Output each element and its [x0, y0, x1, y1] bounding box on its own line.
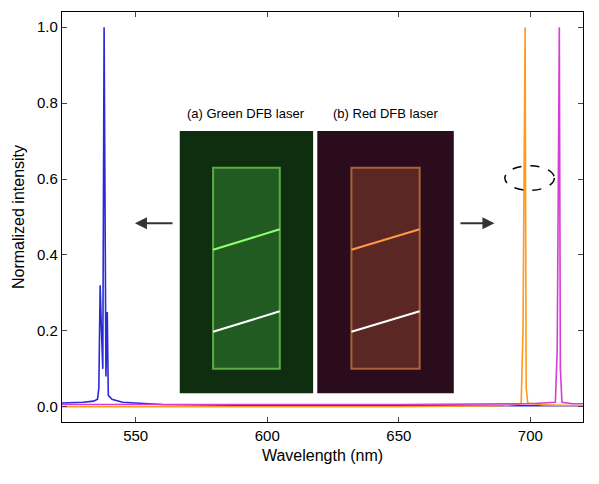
- svg-text:0.4: 0.4: [37, 246, 58, 263]
- svg-text:700: 700: [518, 427, 543, 444]
- svg-text:(a) Green DFB laser: (a) Green DFB laser: [187, 106, 305, 121]
- svg-text:550: 550: [123, 427, 148, 444]
- svg-text:Wavelength (nm): Wavelength (nm): [262, 447, 383, 464]
- svg-text:Normalized intensity: Normalized intensity: [10, 145, 27, 289]
- svg-text:1.0: 1.0: [37, 18, 58, 35]
- svg-text:0.6: 0.6: [37, 170, 58, 187]
- svg-text:600: 600: [255, 427, 280, 444]
- svg-text:0.8: 0.8: [37, 94, 58, 111]
- svg-text:(b) Red DFB laser: (b) Red DFB laser: [333, 106, 438, 121]
- svg-text:650: 650: [386, 427, 411, 444]
- svg-text:0.2: 0.2: [37, 322, 58, 339]
- svg-text:0.0: 0.0: [37, 398, 58, 415]
